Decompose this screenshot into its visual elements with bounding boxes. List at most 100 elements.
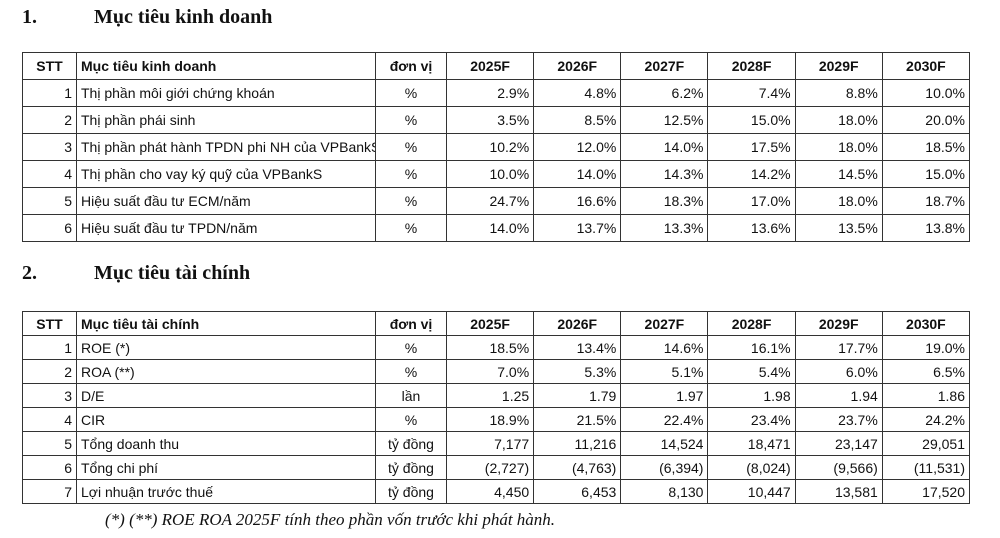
table-cell: 6 — [22, 214, 77, 242]
header-cell: STT — [22, 311, 77, 336]
table-cell: 13.8% — [881, 214, 971, 242]
table-cell: 13.3% — [620, 214, 709, 242]
table-cell: Thị phần phái sinh — [76, 106, 376, 134]
table-cell: lần — [375, 383, 447, 408]
table-cell: 13.7% — [533, 214, 622, 242]
table-row: 4 Thị phần cho vay ký quỹ của VPBankS% 10.… — [22, 160, 971, 188]
header-cell: 2028F — [707, 52, 796, 80]
table-cell: 13.6% — [707, 214, 796, 242]
footnote: (*) (**) ROE ROA 2025F tính theo phần vố… — [105, 510, 556, 529]
table-cell: 5 — [22, 431, 77, 456]
table-cell: 15.0% — [881, 160, 971, 188]
table-cell: 2 — [22, 106, 77, 134]
table-cell: % — [375, 407, 447, 432]
header-cell: 2025F — [445, 311, 535, 336]
table-cell: 3 — [22, 133, 77, 161]
table-cell: 1 — [22, 79, 77, 107]
table-cell: 6.5% — [881, 359, 971, 384]
table-row: 2 Thị phần phái sinh% 3.5% 8.5% 12.5% 15.0% 18… — [22, 106, 971, 134]
table-cell: 22.4% — [620, 407, 709, 432]
table-cell: % — [375, 160, 447, 188]
header-cell: 2025F — [445, 52, 535, 80]
table-row: 2 ROA (**)% 7.0% 5.3% 5.1% 5.4% 6.0% 6.5% — [22, 359, 971, 384]
section-number: 1. — [22, 6, 37, 28]
header-cell: 2026F — [533, 311, 622, 336]
table: STT Mục tiêu tài chính đơn vị 2025F 2026F 202… — [22, 311, 971, 504]
header-cell: 2030F — [881, 52, 971, 80]
table-cell: tỷ đồng — [375, 431, 447, 456]
table-cell: 18.0% — [794, 133, 883, 161]
table-row: 1 Thị phần môi giới chứng khoán% 2.9% 4.8% 6… — [22, 79, 971, 107]
table-row: 5 Hiệu suất đầu tư ECM/năm% 24.7% 16.6% 18.3… — [22, 187, 971, 215]
table-row: 4 CIR% 18.9% 21.5% 22.4% 23.4% 23.7% 24.2% — [22, 407, 971, 432]
table-cell: 18.9% — [445, 407, 535, 432]
table-cell: (11,531) — [881, 455, 971, 480]
table-cell: Tổng doanh thu — [76, 431, 376, 456]
table-cell: 2 — [22, 359, 77, 384]
table-cell: 4 — [22, 407, 77, 432]
table-cell: 16.6% — [533, 187, 622, 215]
table-cell: 1.86 — [881, 383, 971, 408]
table-cell: 16.1% — [707, 335, 796, 360]
table-cell: Tổng chi phí — [76, 455, 376, 480]
table-cell: 17.5% — [707, 133, 796, 161]
table-cell: 14.6% — [620, 335, 709, 360]
table-cell: Thị phần phát hành TPDN phi NH của VPBan… — [76, 133, 376, 161]
table-cell: (6,394) — [620, 455, 709, 480]
table-cell: 24.2% — [881, 407, 971, 432]
table-cell: ROA (**) — [76, 359, 376, 384]
table-cell: 5.1% — [620, 359, 709, 384]
table-cell: Lợi nhuận trước thuế — [76, 479, 376, 504]
table-cell: 11,216 — [533, 431, 622, 456]
header-cell: 2027F — [620, 311, 709, 336]
table-row: 6 Hiệu suất đầu tư TPDN/năm% 14.0% 13.7% 13.… — [22, 214, 971, 242]
table-cell: 24.7% — [445, 187, 535, 215]
table-cell: (8,024) — [707, 455, 796, 480]
table-cell: 23.4% — [707, 407, 796, 432]
table-cell: % — [375, 79, 447, 107]
header-row: STT Mục tiêu tài chính đơn vị 2025F 2026F 202… — [22, 311, 971, 336]
header-cell: Mục tiêu kinh doanh — [76, 52, 376, 80]
section-heading: 2. Mục tiêu tài chính — [22, 262, 250, 285]
table-cell: 12.0% — [533, 133, 622, 161]
table-cell: 21.5% — [533, 407, 622, 432]
header-cell: 2027F — [620, 52, 709, 80]
table-cell: 17.0% — [707, 187, 796, 215]
table-cell: 6.2% — [620, 79, 709, 107]
table-cell: 7.0% — [445, 359, 535, 384]
table-cell: 14.0% — [445, 214, 535, 242]
section-number: 2. — [22, 262, 37, 284]
table-cell: 7,177 — [445, 431, 535, 456]
table-cell: % — [375, 214, 447, 242]
header-cell: 2029F — [794, 52, 883, 80]
header-cell: 2026F — [533, 52, 622, 80]
table-cell: 1.97 — [620, 383, 709, 408]
table-cell: 18.7% — [881, 187, 971, 215]
table-cell: 10,447 — [707, 479, 796, 504]
table-cell: 1.79 — [533, 383, 622, 408]
table-cell: 1.94 — [794, 383, 883, 408]
table-row: 6 Tổng chi phí tỷ đồng (2,727) (4,763) (6,394… — [22, 455, 971, 480]
table-cell: 7 — [22, 479, 77, 504]
table-cell: tỷ đồng — [375, 455, 447, 480]
table-cell: 17,520 — [881, 479, 971, 504]
table-cell: CIR — [76, 407, 376, 432]
header-cell: đơn vị — [375, 311, 447, 336]
table-cell: 29,051 — [881, 431, 971, 456]
table-cell: 19.0% — [881, 335, 971, 360]
table-row: 3 D/E lần 1.25 1.79 1.97 1.98 1.94 1.86 — [22, 383, 971, 408]
table-cell: 1 — [22, 335, 77, 360]
table-cell: 3 — [22, 383, 77, 408]
table-row: 1 ROE (*)% 18.5% 13.4% 14.6% 16.1% 17.7% 19.0% — [22, 335, 971, 360]
table-cell: % — [375, 133, 447, 161]
table-cell: tỷ đồng — [375, 479, 447, 504]
header-cell: STT — [22, 52, 77, 80]
table-cell: 17.7% — [794, 335, 883, 360]
table: STT Mục tiêu kinh doanh đơn vị 2025F 2026F 20… — [22, 52, 971, 242]
table-cell: 5 — [22, 187, 77, 215]
table-cell: 8.5% — [533, 106, 622, 134]
table-cell: 18,471 — [707, 431, 796, 456]
table-cell: 5.4% — [707, 359, 796, 384]
table-cell: 3.5% — [445, 106, 535, 134]
table-cell: 14.2% — [707, 160, 796, 188]
